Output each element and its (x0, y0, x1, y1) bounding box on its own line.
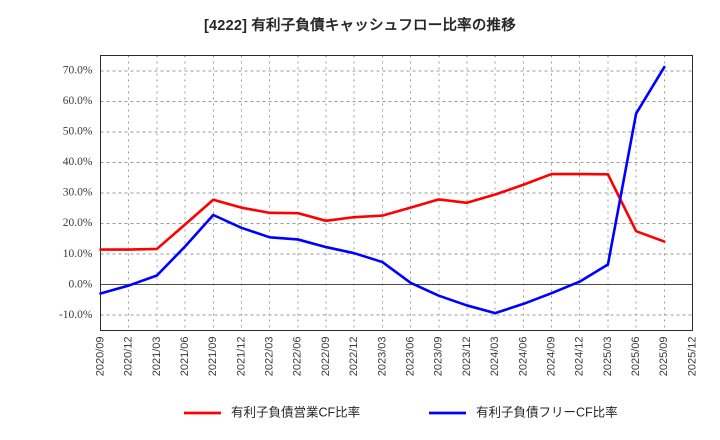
series-line (99, 172, 666, 251)
x-tick-label: 2024/09 (545, 337, 557, 377)
x-tick-label: 2022/09 (320, 337, 332, 377)
y-tick-label: 50.0% (63, 126, 93, 138)
x-tick-label: 2021/06 (179, 337, 191, 377)
x-tick-label: 2023/06 (405, 337, 417, 377)
y-tick-label: 40.0% (63, 156, 93, 168)
plot-border (99, 54, 694, 332)
y-tick-label: 10.0% (63, 248, 93, 260)
y-tick-label: 20.0% (63, 217, 93, 229)
y-tick-label: -10.0% (59, 309, 93, 321)
x-tick-label: 2023/03 (376, 337, 388, 377)
x-tick-label: 2022/03 (264, 337, 276, 377)
x-tick-label: 2025/06 (630, 337, 642, 377)
x-tick-label: 2022/06 (292, 337, 304, 377)
x-tick-label: 2020/12 (123, 337, 135, 377)
x-tick-label: 2024/06 (517, 337, 529, 377)
legend-label: 有利子負債フリーCF比率 (476, 404, 618, 419)
x-axis-tick-labels: 2020/09 2020/12 2021/03 2021/06 2021/09 2021/… (94, 336, 698, 376)
x-tick-label: 2021/12 (235, 337, 247, 377)
x-tick-label: 2024/03 (489, 336, 501, 376)
data-series-group (99, 65, 666, 315)
x-tick-label: 2023/12 (461, 337, 473, 377)
grid-lines (100, 55, 693, 331)
x-tick-label: 2023/09 (433, 337, 445, 377)
x-tick-label: 2021/09 (207, 337, 219, 377)
y-tick-label: 30.0% (63, 187, 93, 199)
legend-label: 有利子負債営業CF比率 (231, 404, 360, 419)
x-tick-label: 2020/09 (94, 337, 106, 377)
chart-legend: 有利子負債営業CF比率 有利子負債フリーCF比率 (184, 404, 618, 419)
x-tick-label: 2025/12 (686, 337, 698, 377)
x-tick-label: 2021/03 (151, 337, 163, 377)
x-tick-label: 2025/09 (658, 337, 670, 377)
y-tick-label: 70.0% (63, 64, 93, 76)
y-axis-tick-labels: 70.0% 60.0% 50.0% 40.0% 30.0% 20.0% 10.0% 0.0% -… (59, 64, 93, 320)
x-tick-label: 2025/03 (602, 337, 614, 377)
y-tick-label: 60.0% (63, 95, 93, 107)
x-tick-label: 2024/12 (574, 337, 586, 377)
y-tick-label: 0.0% (69, 278, 93, 290)
x-tick-label: 2022/12 (348, 337, 360, 377)
series-line (99, 65, 666, 315)
chart-title: [4222] 有利子負債キャッシュフロー比率の推移 (204, 18, 516, 34)
